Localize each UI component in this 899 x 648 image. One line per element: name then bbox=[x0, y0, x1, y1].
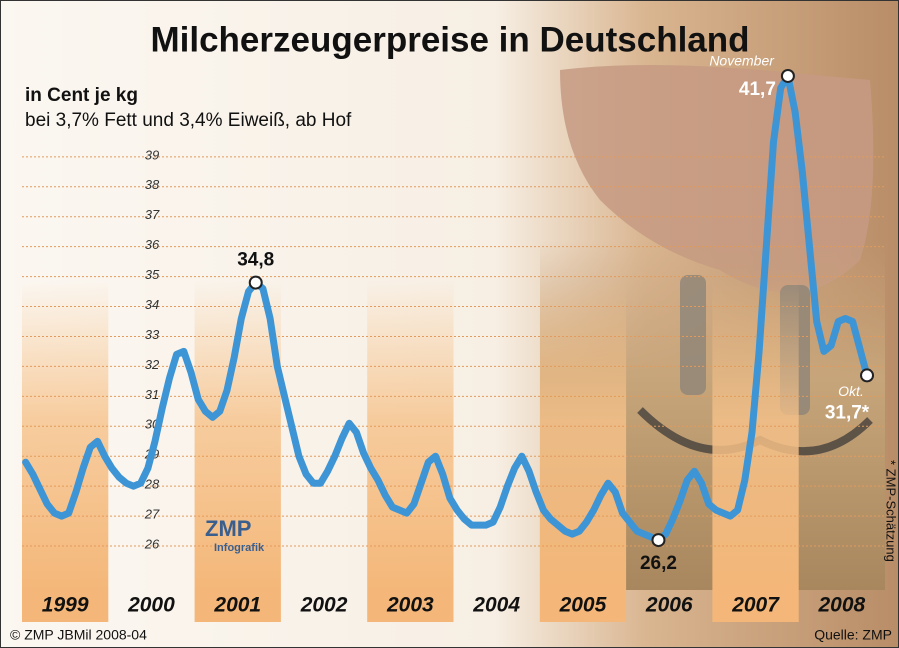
year-label-bg bbox=[712, 590, 799, 622]
highlight-point bbox=[248, 275, 263, 290]
year-label-bg bbox=[539, 590, 627, 622]
x-tick-label: 2004 bbox=[472, 594, 520, 617]
y-tick-label: 33 bbox=[145, 327, 160, 342]
y-tick-label: 36 bbox=[145, 237, 160, 252]
value-label: 31,7* bbox=[825, 402, 870, 423]
x-tick-label: 2005 bbox=[559, 594, 607, 617]
x-tick-label: 2008 bbox=[817, 594, 865, 617]
x-tick-label: 2006 bbox=[645, 594, 693, 617]
photo-cup bbox=[680, 275, 706, 395]
year-band bbox=[539, 280, 627, 590]
y-tick-label: 35 bbox=[145, 267, 160, 282]
x-tick-label: 2000 bbox=[127, 594, 175, 617]
source: Quelle: ZMP bbox=[814, 627, 892, 643]
logo-text: ZMP bbox=[205, 516, 251, 541]
y-tick-label: 27 bbox=[144, 507, 160, 522]
y-tick-label: 34 bbox=[145, 297, 159, 312]
y-tick-label: 32 bbox=[145, 357, 160, 372]
footnote: * ZMP-Schätzung bbox=[884, 460, 899, 562]
x-tick-label: 2003 bbox=[386, 594, 434, 617]
x-tick-label: 1999 bbox=[42, 594, 89, 617]
value-label: 34,8 bbox=[237, 250, 274, 271]
plot: 34,8 26,2 41,7 November 31,7* Okt. bbox=[22, 53, 875, 574]
y-tick-label: 31 bbox=[145, 387, 159, 402]
point-note: Okt. bbox=[838, 383, 864, 399]
x-tick-label: 2007 bbox=[731, 594, 780, 617]
highlight-point bbox=[780, 68, 795, 83]
highlight-point bbox=[651, 533, 666, 548]
year-band bbox=[367, 280, 454, 590]
subtitle: in Cent je kg bbox=[25, 85, 138, 106]
year-label-bg bbox=[22, 590, 109, 622]
logo-subtext: Infografik bbox=[214, 542, 265, 554]
note: bei 3,7% Fett und 3,4% Eiweiß, ab Hof bbox=[25, 110, 352, 131]
price-line bbox=[22, 72, 871, 544]
y-tick-label: 37 bbox=[145, 207, 160, 222]
year-label-bg bbox=[194, 590, 281, 622]
value-label: 26,2 bbox=[640, 553, 677, 574]
y-tick-label: 26 bbox=[144, 536, 160, 551]
year-label-bg bbox=[367, 590, 454, 622]
value-label: 41,7 bbox=[739, 79, 776, 100]
y-tick-label: 28 bbox=[144, 477, 160, 492]
y-tick-label: 39 bbox=[145, 147, 159, 162]
highlight-point bbox=[860, 368, 875, 383]
y-tick-label: 38 bbox=[145, 177, 160, 192]
x-tick-label: 2002 bbox=[300, 594, 348, 617]
year-band bbox=[712, 280, 799, 590]
credit: © ZMP JBMil 2008-04 bbox=[10, 627, 147, 643]
year-band bbox=[22, 280, 109, 590]
point-note: November bbox=[709, 53, 775, 69]
chart-title: Milcherzeugerpreise in Deutschland bbox=[150, 20, 749, 59]
x-tick-label: 2001 bbox=[213, 594, 261, 617]
